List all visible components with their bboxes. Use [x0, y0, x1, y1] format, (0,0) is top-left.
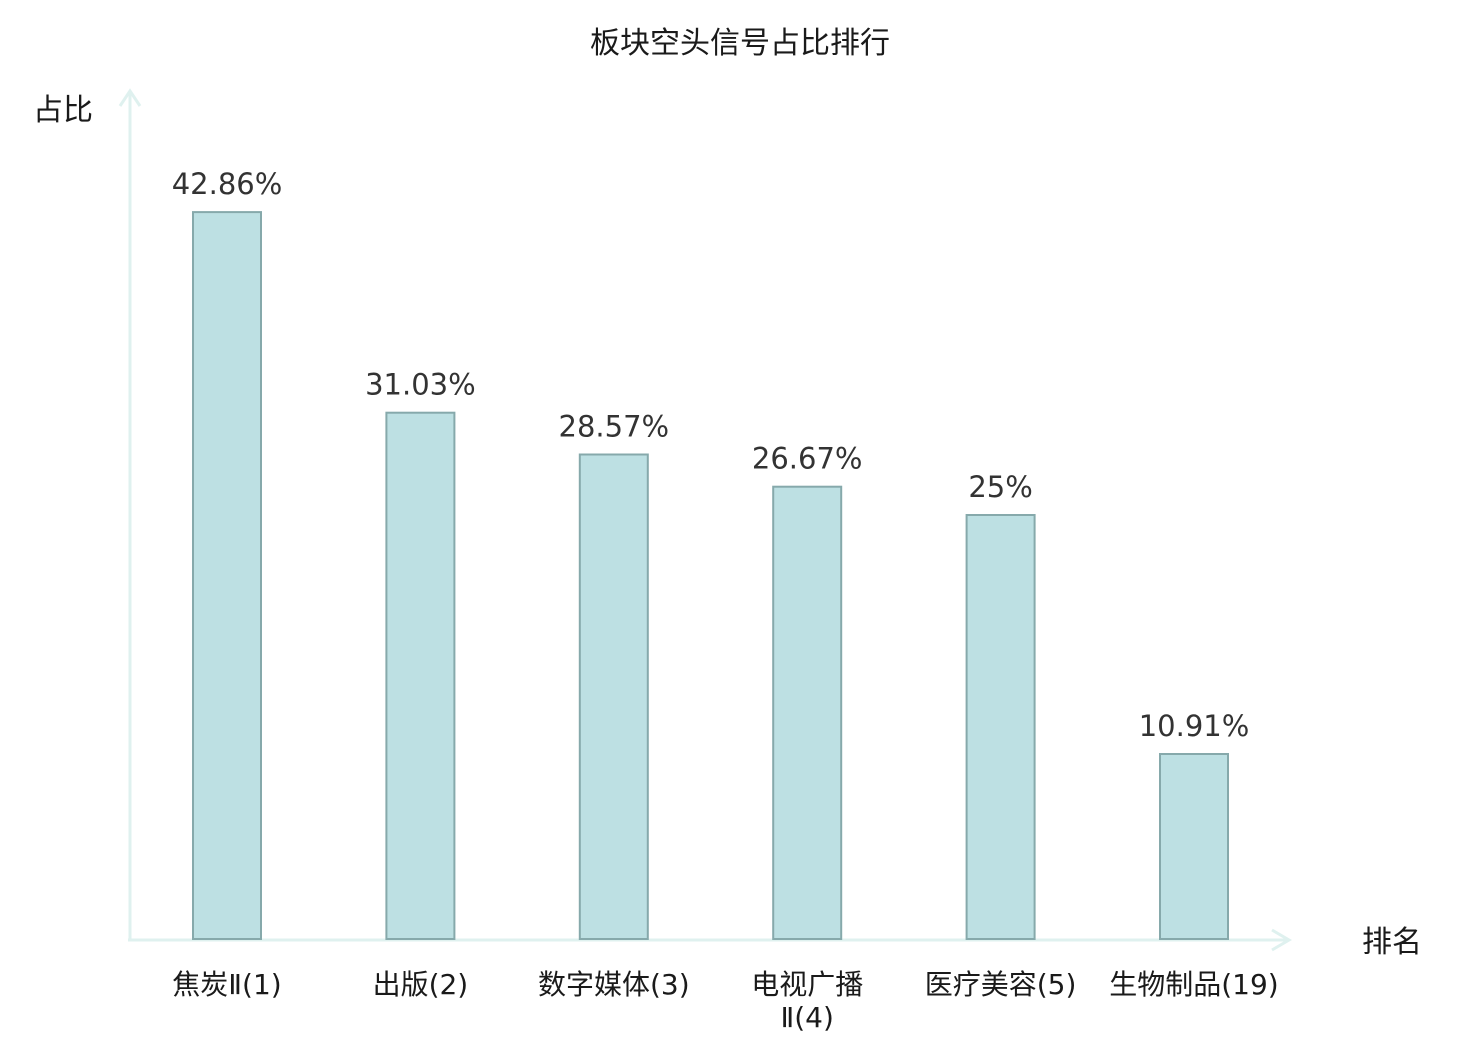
value-label-1: 42.86% — [172, 167, 283, 201]
chart-title: 板块空头信号占比排行 — [590, 26, 890, 61]
x-tick-label-5: 医疗美容(5) — [925, 968, 1077, 1001]
axes — [118, 88, 1292, 952]
y-axis-arrow — [118, 88, 142, 107]
bar-4 — [772, 485, 843, 940]
value-labels: 42.86% 31.03% 28.57% 26.67% 25% 10.91% — [172, 167, 1250, 743]
x-tick-label-4: 电视广播 Ⅱ(4) — [751, 968, 863, 1034]
y-axis-label: 占比 — [33, 93, 93, 128]
x-tick-label-3: 数字媒体(3) — [538, 968, 690, 1001]
x-tick-label-line: 电视广播 — [751, 968, 863, 1001]
bar-1 — [192, 211, 262, 941]
x-tick-label-line: 数字媒体(3) — [538, 968, 690, 1001]
bar-2 — [385, 411, 456, 940]
x-tick-label-line: 生物制品(19) — [1109, 968, 1278, 1001]
x-axis-arrow — [1271, 928, 1292, 952]
x-tick-label-2: 出版(2) — [373, 968, 469, 1001]
x-tick-label-line: 出版(2) — [373, 968, 469, 1001]
value-label-3: 28.57% — [559, 410, 670, 444]
x-tick-label-6: 生物制品(19) — [1109, 968, 1278, 1001]
value-label-6: 10.91% — [1139, 709, 1250, 743]
x-tick-label-line: 焦炭Ⅱ(1) — [172, 968, 281, 1001]
x-axis-label: 排名 — [1362, 925, 1422, 960]
x-tick-labels: 焦炭Ⅱ(1) 出版(2) 数字媒体(3) 电视广播 Ⅱ(4) 医疗美容(5) 生物制品(19… — [172, 968, 1278, 1034]
bar-6 — [1159, 753, 1229, 940]
bar-5 — [965, 514, 1036, 940]
value-label-4: 26.67% — [752, 442, 863, 476]
bar-3 — [578, 453, 649, 940]
x-tick-label-line: Ⅱ(4) — [780, 1001, 833, 1034]
x-tick-label-1: 焦炭Ⅱ(1) — [172, 968, 281, 1001]
value-label-5: 25% — [968, 470, 1032, 504]
x-tick-label-line: 医疗美容(5) — [925, 968, 1077, 1001]
bar-series — [192, 211, 1229, 941]
value-label-2: 31.03% — [365, 368, 476, 402]
